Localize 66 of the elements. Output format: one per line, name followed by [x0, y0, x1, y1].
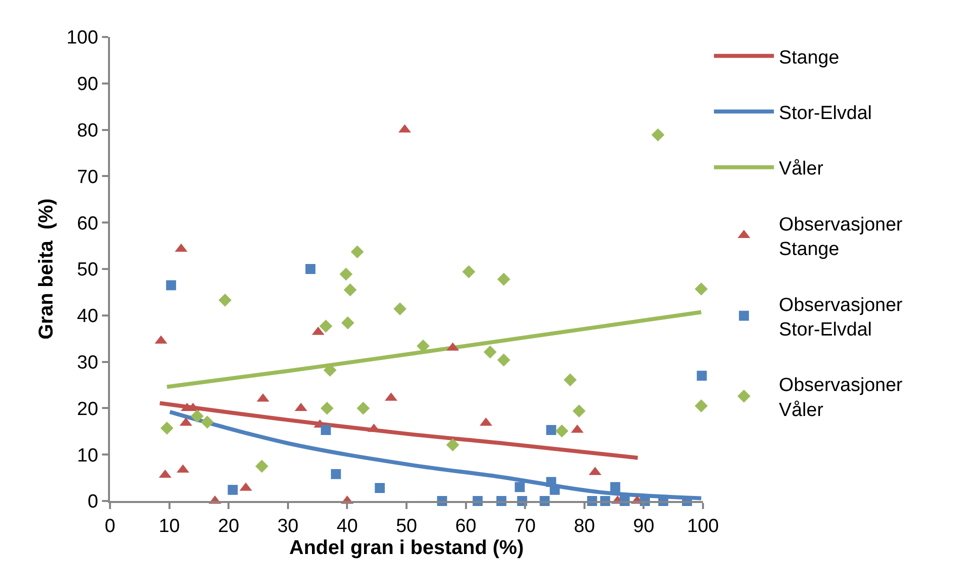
y-tick-label: 80 — [77, 120, 98, 142]
point — [200, 416, 214, 429]
point — [344, 283, 357, 296]
point — [166, 280, 176, 290]
y-tick-label: 60 — [77, 213, 98, 234]
point — [610, 482, 620, 492]
point — [255, 460, 268, 473]
point — [374, 483, 385, 494]
point — [484, 346, 497, 359]
x-tick-label: 100 — [687, 516, 719, 537]
x-tick-label: 90 — [633, 516, 654, 537]
point — [555, 424, 568, 438]
legend-label: Våler — [778, 158, 824, 180]
point — [218, 294, 232, 307]
point — [340, 268, 353, 281]
point — [190, 410, 204, 423]
y-tick-label: 30 — [77, 352, 98, 374]
point — [330, 469, 341, 480]
line-series — [158, 401, 640, 460]
x-tick-label: 40 — [336, 516, 358, 537]
legend-label: Observasjoner Stor-Elvdal — [778, 294, 904, 340]
point — [462, 265, 476, 278]
point — [350, 245, 364, 258]
x-tick-label: 80 — [574, 516, 595, 537]
y-tick-label: 100 — [66, 28, 98, 49]
y-tick-label: 20 — [77, 398, 98, 420]
point — [564, 373, 577, 386]
legend-label: Stange — [778, 47, 840, 68]
point — [356, 402, 370, 415]
y-tick-label: 0 — [88, 492, 98, 513]
point — [497, 272, 510, 286]
point — [497, 353, 510, 366]
x-tick-label: 60 — [455, 516, 476, 537]
point — [305, 264, 316, 274]
point — [446, 438, 460, 452]
point — [694, 282, 708, 296]
x-tick-label: 20 — [218, 516, 240, 537]
x-tick-label: 0 — [104, 516, 116, 537]
y-tick-label: 90 — [77, 74, 98, 96]
point — [651, 128, 664, 142]
y-tick-label: 10 — [77, 445, 98, 466]
legend-label: Stor-Elvdal — [778, 102, 872, 124]
line-series — [164, 310, 703, 389]
point — [696, 370, 707, 381]
point — [514, 482, 525, 492]
point — [320, 425, 331, 436]
point — [228, 484, 238, 495]
x-tick-label: 70 — [514, 516, 536, 537]
point — [341, 316, 354, 330]
legend-label: Observasjoner Stange — [778, 214, 904, 260]
legend-label: Observasjoner Våler — [778, 375, 904, 421]
y-tick-label: 70 — [77, 166, 98, 188]
point — [546, 425, 556, 436]
point — [160, 422, 174, 435]
x-tick-label: 30 — [277, 516, 298, 537]
y-tick-label: 50 — [77, 260, 98, 281]
point — [393, 302, 406, 316]
point — [572, 404, 586, 418]
y-axis-title: Gran beita (%) — [35, 198, 58, 340]
y-tick-label: 40 — [77, 306, 98, 328]
x-tick-label: 50 — [396, 516, 418, 537]
point — [694, 399, 708, 412]
x-axis-title: Andel gran i bestand (%) — [289, 536, 524, 559]
x-tick-label: 10 — [158, 516, 180, 537]
point — [320, 402, 334, 415]
point — [319, 320, 332, 333]
